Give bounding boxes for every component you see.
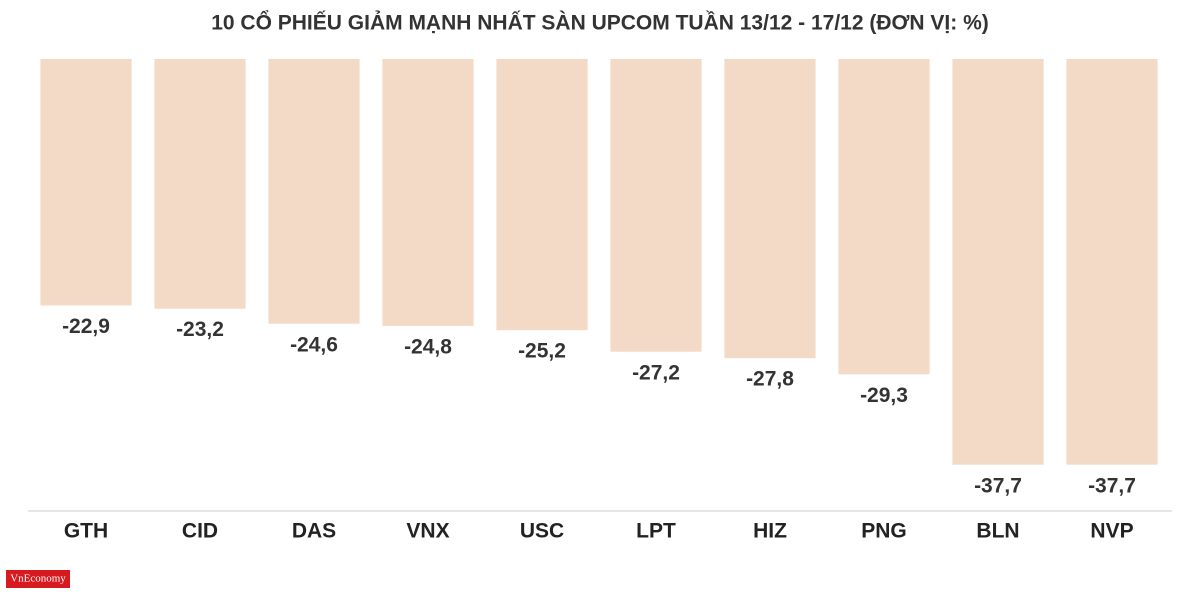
x-tick-label: LPT [636, 520, 676, 543]
x-tick-label: USC [520, 520, 564, 543]
bar [1066, 59, 1158, 465]
value-label: -22,9 [62, 315, 110, 338]
x-tick-label: NVP [1090, 520, 1133, 543]
chart-title: 10 CỔ PHIẾU GIẢM MẠNH NHẤT SÀN UPCOM TUẦ… [211, 11, 989, 35]
x-tick-label: HIZ [753, 520, 787, 543]
x-tick-label: BLN [976, 520, 1019, 543]
bar [40, 59, 132, 306]
bar [496, 59, 588, 331]
x-tick-label: PNG [861, 520, 907, 543]
value-label: -24,6 [290, 333, 338, 356]
value-label: -27,2 [632, 361, 680, 384]
value-label: -37,7 [1088, 474, 1136, 497]
x-tick-label: DAS [292, 520, 336, 543]
bar [382, 59, 474, 326]
bar [724, 59, 816, 359]
value-label: -24,8 [404, 335, 452, 358]
value-label: -37,7 [974, 474, 1022, 497]
value-label: -23,2 [176, 318, 224, 341]
bar [952, 59, 1044, 465]
bar [154, 59, 246, 309]
x-tick-label: GTH [64, 520, 108, 543]
logo: VnEconomy [10, 573, 66, 585]
bar [610, 59, 702, 352]
x-tick-label: CID [182, 520, 218, 543]
x-tick-label: VNX [406, 520, 449, 543]
logo-box [6, 570, 70, 588]
value-label: -29,3 [860, 384, 908, 407]
value-label: -27,8 [746, 368, 794, 391]
bar [838, 59, 930, 375]
bar [268, 59, 360, 324]
value-label: -25,2 [518, 340, 566, 363]
